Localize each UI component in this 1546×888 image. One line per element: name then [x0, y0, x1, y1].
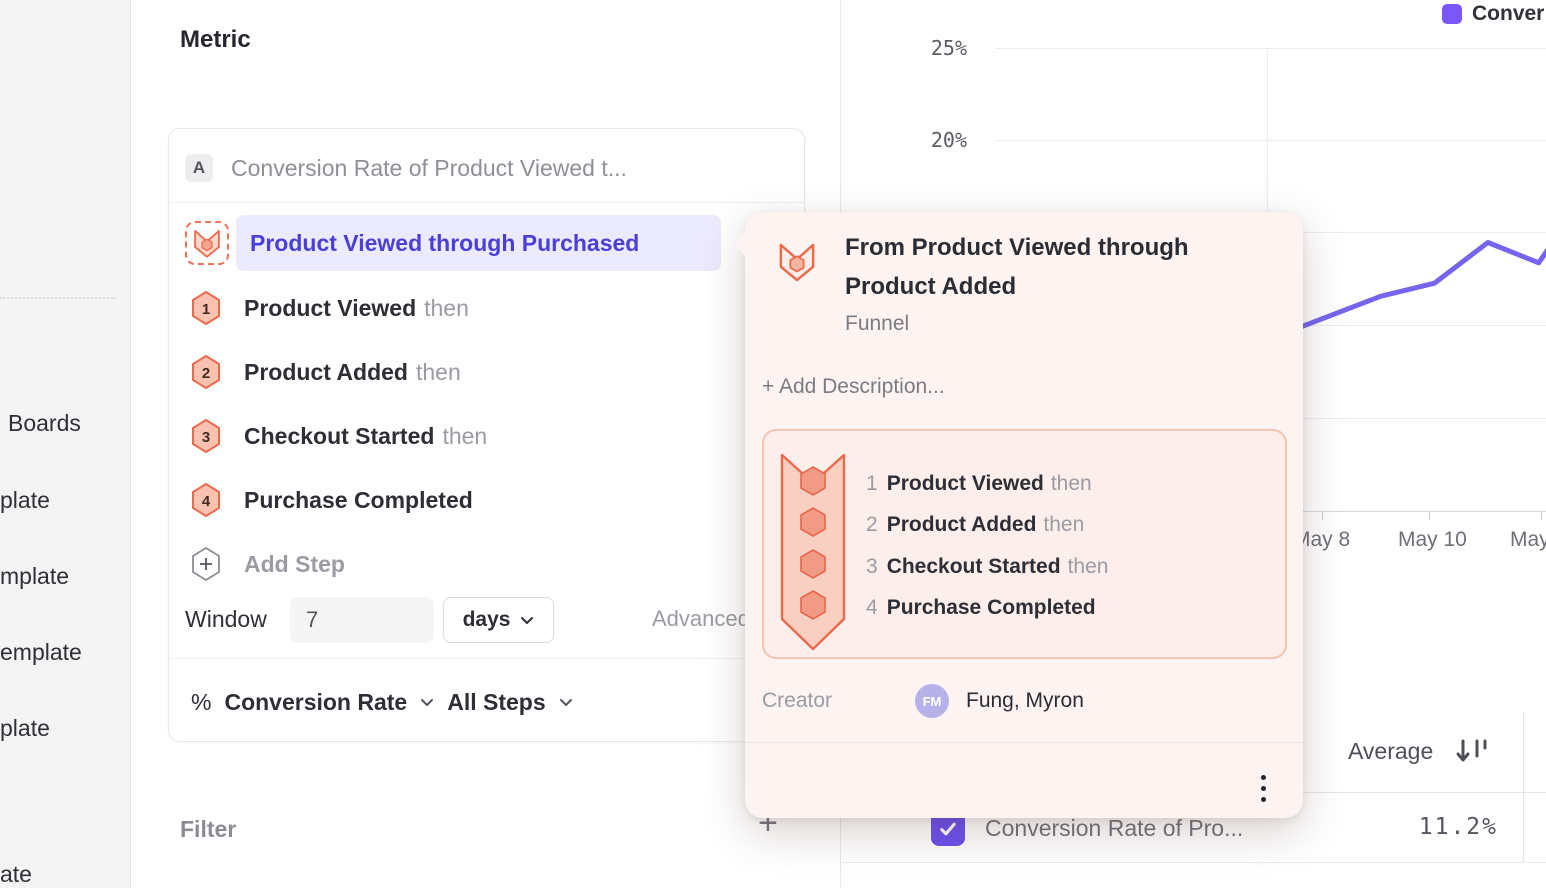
funnel-icon: [779, 243, 815, 282]
legend-label: Conver: [1472, 2, 1545, 25]
step-4-name: Purchase Completed: [244, 486, 473, 513]
add-description-button[interactable]: + Add Description...: [762, 375, 945, 398]
sort-descending-icon[interactable]: [1455, 737, 1489, 767]
creator-name: Fung, Myron: [966, 689, 1084, 712]
sidebar-item-boards[interactable]: Boards: [8, 410, 81, 436]
svg-text:1: 1: [202, 301, 210, 318]
step-2-hexagon-icon: 2: [192, 355, 220, 389]
advanced-link[interactable]: Advanced: [652, 606, 750, 631]
x-tick-label-may12: May: [1510, 528, 1546, 551]
series-title[interactable]: Conversion Rate of Product Viewed t...: [231, 155, 627, 181]
step-1-name: Product Viewed: [244, 294, 417, 321]
popup-step-3: 3 Checkout Started then: [866, 554, 1109, 578]
y-tick-20: 20%: [930, 128, 967, 152]
x-tick-mark-may8: [1322, 512, 1323, 520]
table-row-series-name[interactable]: Conversion Rate of Pro...: [985, 815, 1244, 841]
funnel-step-row-4[interactable]: 4 Purchase Completed: [191, 483, 481, 517]
conversion-line: [1282, 240, 1546, 336]
sidebar-item-template-5[interactable]: ate: [0, 861, 32, 887]
metric-panel: Metric A Conversion Rate of Product View…: [131, 0, 841, 888]
step-4-hexagon-icon: 4: [192, 483, 220, 517]
add-step-hexagon-icon: [192, 547, 220, 581]
popup-footer-divider: [745, 742, 1303, 743]
funnel-step-row-1[interactable]: 1 Product Viewed then: [191, 291, 469, 325]
window-row: Window days Advanced: [185, 597, 785, 643]
table-row-divider: [842, 862, 1546, 863]
average-column-header[interactable]: Average: [1348, 738, 1434, 764]
sidebar-item-template-2[interactable]: mplate: [0, 563, 70, 589]
step-1-connector: then: [424, 294, 469, 321]
step-2-name: Product Added: [244, 358, 408, 385]
metric-card-footer: % Conversion Rate All Steps: [169, 658, 804, 743]
svg-text:4: 4: [202, 493, 211, 510]
x-tick-label-may10: May 10: [1398, 528, 1467, 551]
chevron-down-icon: [421, 699, 434, 706]
funnel-icon: [194, 229, 220, 258]
creator-avatar[interactable]: FM: [915, 684, 949, 718]
funnel-event-icon-box[interactable]: [185, 221, 229, 265]
sidebar-item-template-4[interactable]: plate: [0, 715, 50, 741]
x-tick-mark-may10: [1429, 512, 1430, 520]
popup-step-4: 4 Purchase Completed: [866, 595, 1096, 619]
funnel-step-row-3[interactable]: 3 Checkout Started then: [191, 419, 487, 453]
gridline-20: [995, 140, 1546, 141]
chart-legend[interactable]: Conver: [1442, 2, 1544, 26]
chevron-down-icon: [521, 616, 534, 624]
gridline-25: [995, 48, 1546, 49]
checkmark-icon: [940, 822, 956, 836]
step-3-hexagon-icon: 3: [192, 419, 220, 453]
popup-step-1: 1 Product Viewed then: [866, 471, 1092, 495]
step-1-hexagon-icon: 1: [192, 291, 220, 325]
window-label: Window: [185, 606, 267, 632]
measure-dropdown[interactable]: Conversion Rate: [224, 689, 408, 715]
svg-text:3: 3: [202, 429, 210, 446]
add-step-label: Add Step: [244, 550, 345, 577]
more-options-kebab-icon[interactable]: [1253, 768, 1273, 808]
sidebar-item-template-1[interactable]: plate: [0, 487, 50, 513]
step-3-connector: then: [442, 422, 488, 449]
table-row-average-value: 11.2%: [1418, 814, 1498, 840]
window-value-input[interactable]: [290, 597, 434, 643]
funnel-steps-box: 1 Product Viewed then 2 Product Added then 3…: [762, 429, 1287, 659]
sidebar: Boards plate mplate emplate plate ate: [0, 0, 131, 888]
step-2-connector: then: [415, 358, 461, 385]
table-column-divider: [1523, 712, 1524, 862]
funnel-step-row-2[interactable]: 2 Product Added then: [191, 355, 461, 389]
step-3-name: Checkout Started: [244, 422, 435, 449]
chevron-down-icon: [559, 699, 572, 706]
legend-swatch: [1442, 4, 1462, 24]
metric-card-header: A Conversion Rate of Product Viewed t...: [169, 129, 804, 203]
metric-section-heading: Metric: [180, 26, 251, 53]
percent-symbol: %: [191, 689, 212, 715]
y-tick-25: 25%: [930, 36, 967, 60]
series-a-badge: A: [185, 154, 213, 182]
metric-definition-card: A Conversion Rate of Product Viewed t...…: [168, 128, 805, 742]
popup-type-label: Funnel: [845, 312, 910, 335]
popup-step-2: 2 Product Added then: [866, 512, 1085, 536]
popup-title: From Product Viewed through Product Adde…: [845, 234, 1189, 300]
creator-label: Creator: [762, 689, 833, 712]
x-tick-mark-may12: [1541, 512, 1542, 520]
window-unit-select[interactable]: days: [443, 597, 554, 643]
selected-funnel-pill[interactable]: Product Viewed through Purchased: [236, 215, 721, 271]
window-unit-value: days: [462, 608, 511, 631]
sidebar-divider: [0, 297, 116, 299]
steps-scope-dropdown[interactable]: All Steps: [447, 689, 546, 715]
x-tick-label-may8: May 8: [1293, 528, 1351, 551]
svg-text:2: 2: [202, 365, 210, 382]
add-step-button[interactable]: Add Step: [191, 547, 345, 581]
sidebar-item-template-3[interactable]: emplate: [0, 639, 82, 665]
filter-section-heading: Filter: [180, 816, 237, 842]
funnel-details-popup: From Product Viewed through Product Adde…: [733, 212, 1303, 818]
funnel-ribbon-icon: [780, 453, 846, 651]
